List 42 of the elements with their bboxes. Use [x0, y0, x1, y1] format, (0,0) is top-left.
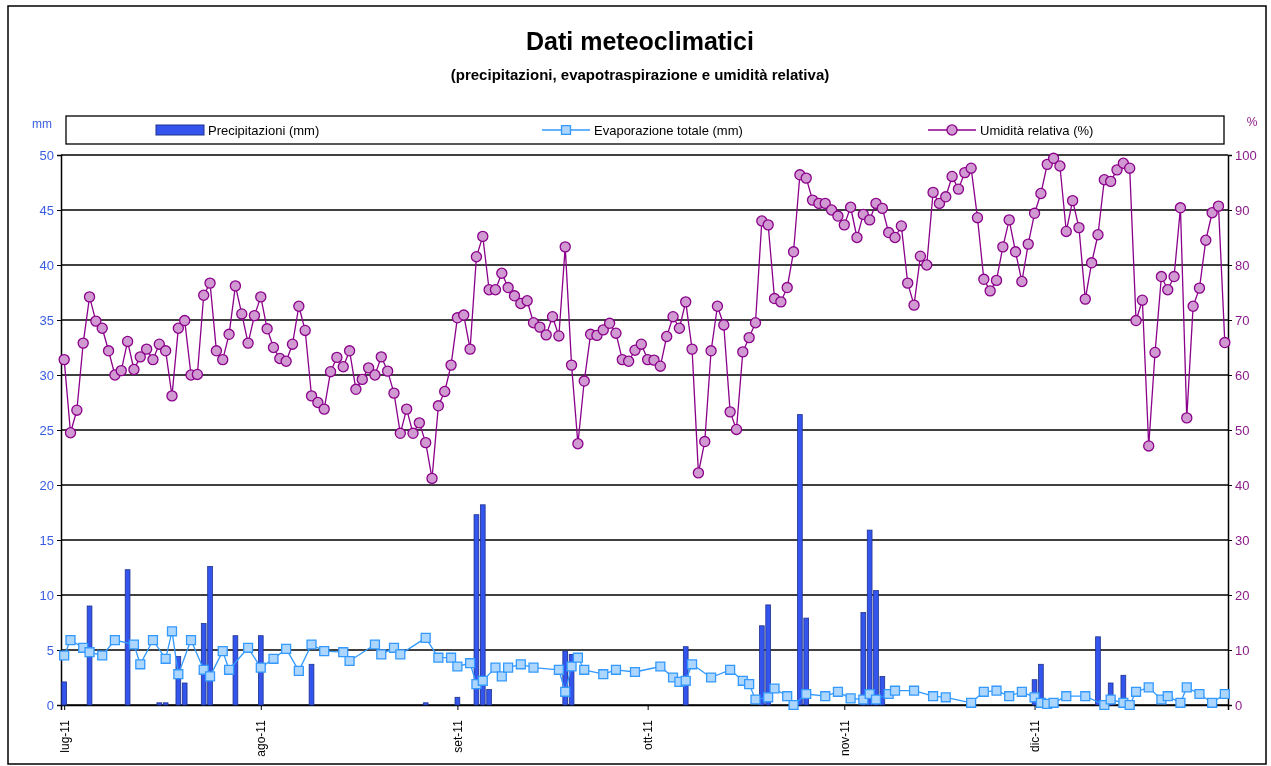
x-tick-label: ago-11 — [254, 719, 269, 757]
y2-tick-label: 100 — [1235, 147, 1257, 163]
y-tick-label: 40 — [39, 257, 54, 273]
chart-subtitle: (precipitazioni, evapotraspirazione e umidità relativa) — [450, 66, 830, 83]
bar — [61, 681, 67, 706]
y2-tick-label: 60 — [1235, 367, 1250, 383]
bar — [124, 569, 131, 706]
legend-label: Umidità relativa (%) — [980, 123, 1094, 138]
y-tick-label: 5 — [46, 642, 54, 658]
legend-label: Evaporazione totale (mm) — [594, 123, 743, 138]
y-tick-label: 0 — [46, 697, 54, 713]
y-tick-label: 30 — [39, 367, 54, 383]
bar — [1095, 636, 1101, 706]
legend-label: Precipitazioni (mm) — [208, 123, 320, 138]
bar — [422, 702, 429, 706]
y-tick-label: 15 — [39, 532, 54, 548]
x-tick-label: ott-11 — [641, 719, 656, 750]
y2-tick-label: 80 — [1235, 257, 1250, 273]
y-tick-label: 25 — [39, 422, 54, 438]
y-axis-title: mm — [32, 117, 52, 131]
y-tick-label: 35 — [39, 312, 54, 328]
x-tick-label: set-11 — [451, 719, 466, 753]
y-tick-label: 10 — [39, 587, 54, 603]
y-tick-label: 50 — [39, 147, 54, 163]
y-tick-label: 20 — [39, 477, 54, 493]
x-tick-label: nov-11 — [837, 719, 852, 757]
y2-tick-label: 50 — [1235, 422, 1250, 438]
y2-tick-label: 90 — [1235, 202, 1250, 218]
y2-tick-label: 10 — [1235, 642, 1250, 658]
y2-tick-label: 20 — [1235, 587, 1250, 603]
x-tick-label: dic-11 — [1028, 719, 1043, 752]
bar — [454, 696, 461, 706]
chart-title: Dati meteoclimatici — [526, 27, 754, 55]
y2-tick-label: 40 — [1235, 477, 1250, 493]
x-tick-label: lug-11 — [57, 719, 72, 753]
y2-tick-label: 30 — [1235, 532, 1250, 548]
bar — [308, 663, 315, 706]
y2-axis-title: % — [1246, 115, 1258, 129]
bar — [232, 635, 239, 706]
y2-tick-label: 0 — [1235, 697, 1243, 713]
y-tick-label: 45 — [39, 202, 54, 218]
y2-tick-label: 70 — [1235, 312, 1250, 328]
